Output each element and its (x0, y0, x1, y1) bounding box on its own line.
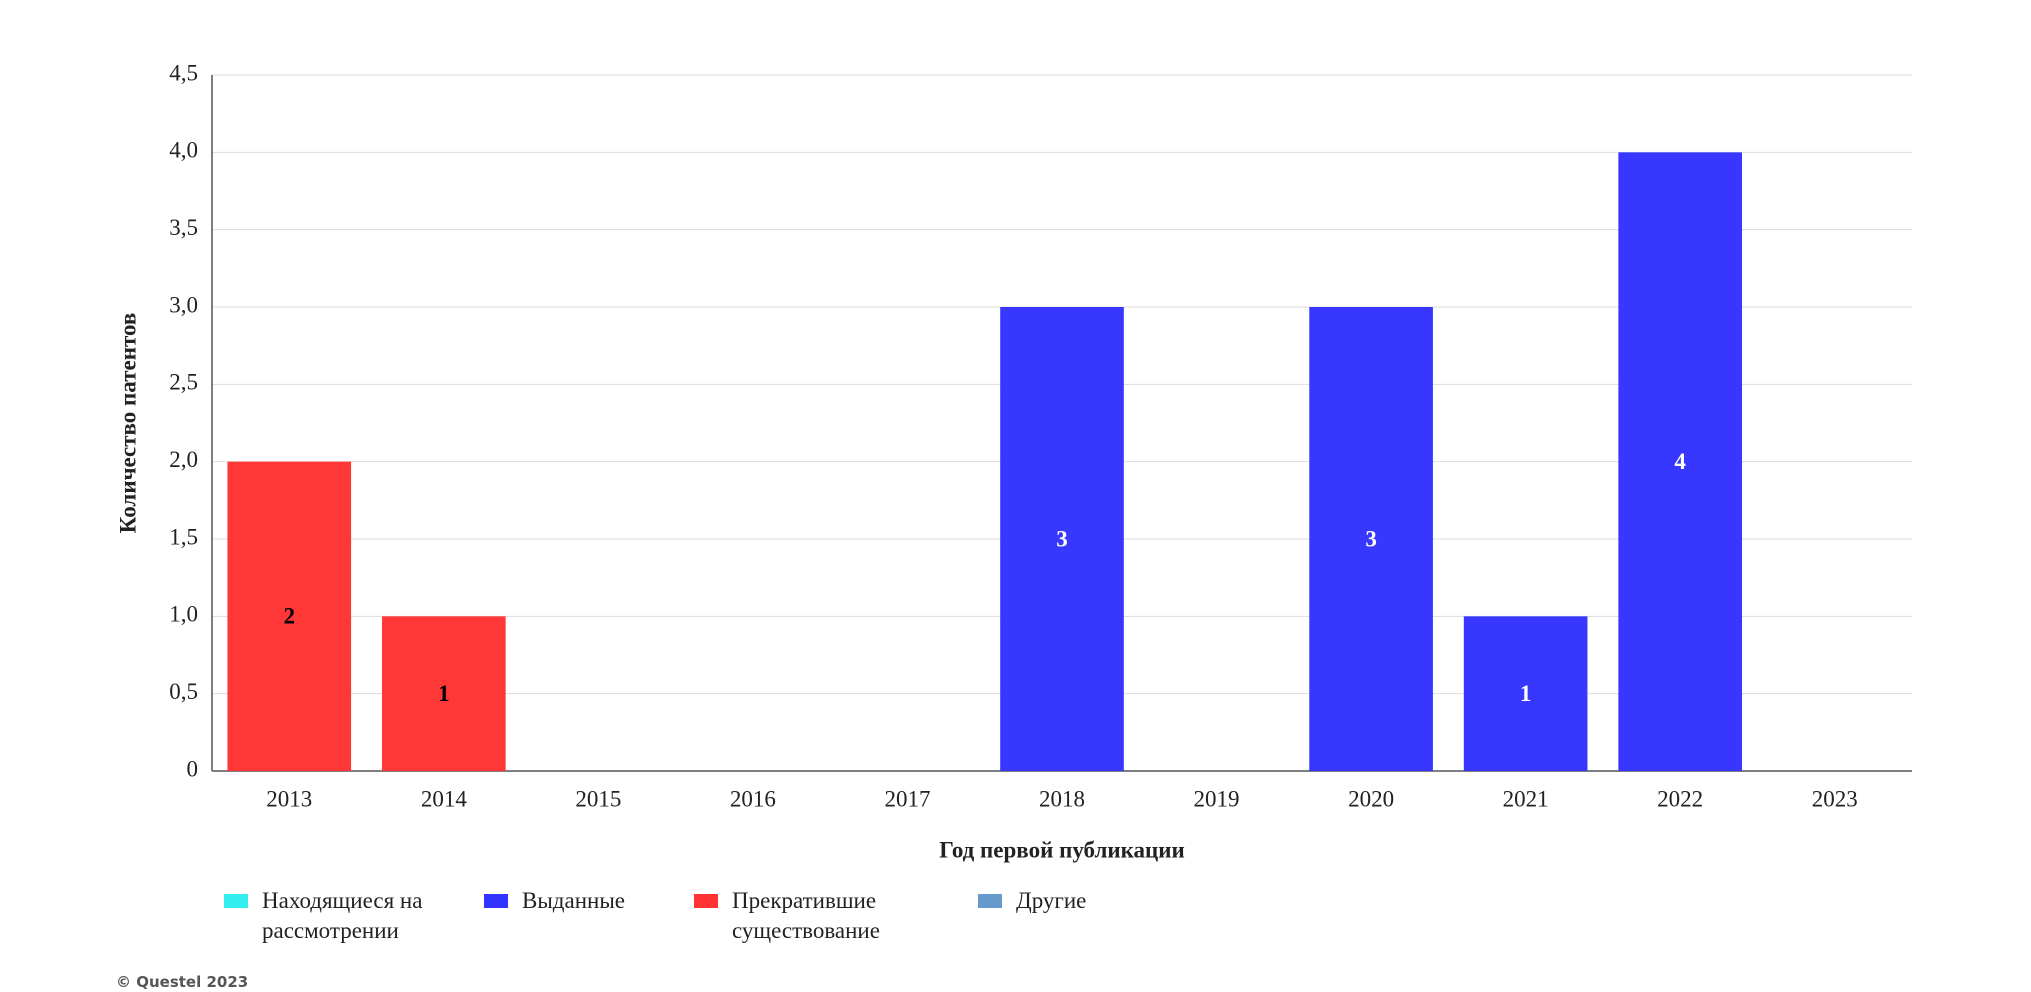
value-label: 2 (284, 604, 296, 629)
legend-swatch (694, 894, 718, 908)
value-label: 4 (1674, 449, 1686, 474)
bar-segment (1309, 307, 1433, 771)
value-label: 1 (1520, 681, 1532, 706)
value-label: 1 (438, 681, 450, 706)
y-tick-label: 0 (187, 756, 199, 781)
legend-item[interactable]: Другие (978, 886, 1178, 916)
x-tick-label: 2019 (1194, 786, 1240, 811)
y-tick-label: 2,0 (169, 447, 198, 472)
x-tick-label: 2015 (575, 786, 621, 811)
x-tick-label: 2017 (884, 786, 930, 811)
y-tick-label: 1,5 (169, 524, 198, 549)
legend-item[interactable]: Прекратившие существование (694, 886, 954, 946)
legend-swatch (978, 894, 1002, 908)
bar-segment (227, 461, 352, 771)
y-axis-title: Количество патентов (115, 313, 140, 534)
legend-item[interactable]: Выданные (484, 886, 694, 916)
legend-label: Находящиеся на рассмотрении (262, 888, 423, 943)
y-tick-label: 1,0 (169, 602, 198, 627)
x-tick-label: 2018 (1039, 786, 1085, 811)
x-tick-label: 2023 (1812, 786, 1858, 811)
bar-segment (1463, 616, 1588, 771)
x-tick-label: 2014 (421, 786, 468, 811)
legend-label: Прекратившие существование (732, 888, 880, 943)
bar-segment (1000, 307, 1124, 771)
y-tick-label: 4,0 (169, 138, 198, 163)
y-tick-label: 3,5 (169, 215, 198, 240)
x-tick-label: 2022 (1657, 786, 1703, 811)
bar-segment (1618, 152, 1742, 772)
legend-label: Выданные (522, 888, 625, 913)
bar-segment (382, 616, 506, 771)
x-tick-label: 2016 (730, 786, 776, 811)
legend-swatch (224, 894, 248, 908)
y-tick-label: 2,5 (169, 370, 198, 395)
y-tick-label: 4,5 (169, 60, 198, 85)
y-tick-label: 0,5 (169, 679, 198, 704)
x-tick-label: 2021 (1503, 786, 1549, 811)
x-tick-label: 2020 (1348, 786, 1394, 811)
y-tick-label: 3,0 (169, 292, 198, 317)
value-label: 3 (1056, 526, 1068, 551)
legend-label: Другие (1016, 888, 1087, 913)
x-axis-title: Год первой публикации (939, 837, 1185, 862)
credit: © Questel 2023 (116, 973, 249, 991)
legend-item[interactable]: Находящиеся на рассмотрении (224, 886, 464, 946)
value-label: 3 (1365, 526, 1377, 551)
x-tick-label: 2013 (266, 786, 312, 811)
legend-swatch (484, 894, 508, 908)
